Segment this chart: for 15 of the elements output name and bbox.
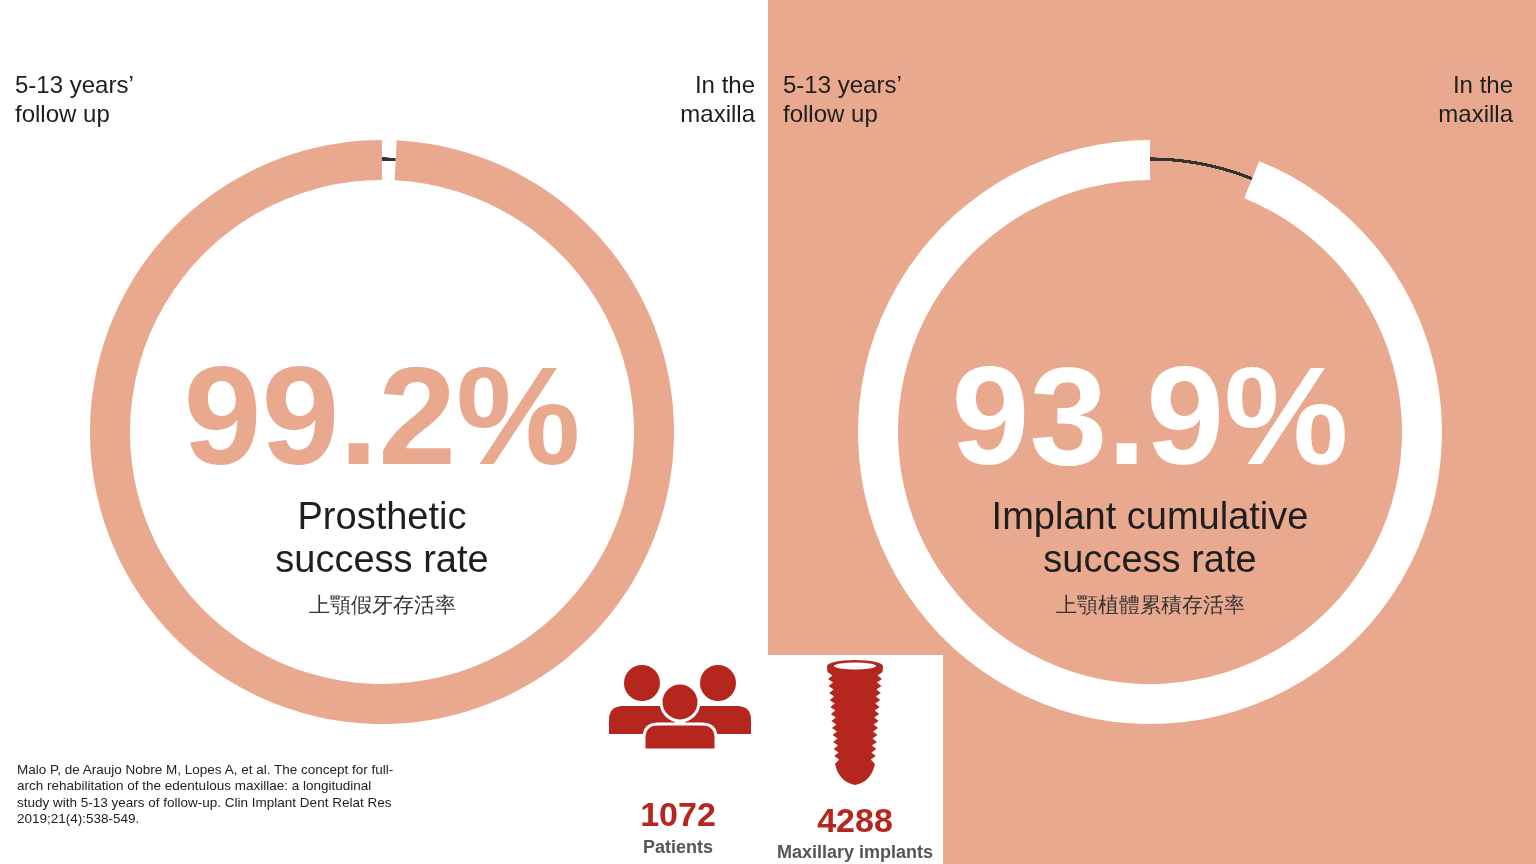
text: 上顎植體累積存活率 bbox=[1055, 593, 1245, 616]
data-label: 93.9% bbox=[951, 337, 1349, 494]
text: Patients bbox=[642, 837, 714, 857]
text: Implant cumulative success rate bbox=[991, 495, 1309, 580]
text: Malo P, de Araujo Nobre M, Lopes A, et al. The concept for full-arch rehabilitation of the edentulous maxillae: a longitudinal study with 5-13 years of follow-up. Clin Implant Dent Relat Res 2019;21(4):538-549. bbox=[17, 762, 394, 826]
text: In the maxilla bbox=[1438, 71, 1513, 127]
text: Prosthetic success rate bbox=[275, 495, 489, 580]
text: 1072 bbox=[640, 795, 716, 833]
text: 5-13 years’ follow up bbox=[783, 71, 901, 127]
text: Maxillary implants bbox=[776, 842, 934, 862]
text: 上顎假牙存活率 bbox=[308, 593, 456, 616]
text: 5-13 years’ follow up bbox=[15, 71, 133, 127]
data-label: 99.2% bbox=[183, 337, 581, 494]
text: In the maxilla bbox=[680, 71, 755, 127]
text: 4288 bbox=[817, 801, 893, 839]
